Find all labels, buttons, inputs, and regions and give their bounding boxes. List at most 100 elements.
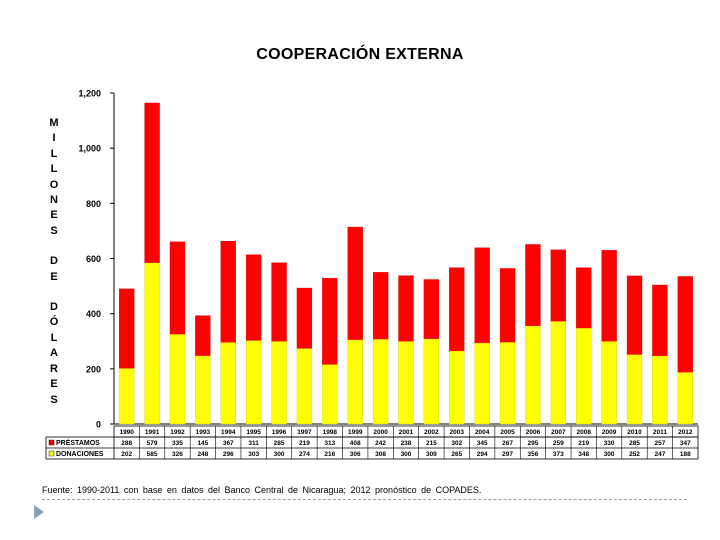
- y-tick-label: 0: [96, 420, 101, 430]
- prestamos-value-label: 288: [121, 440, 132, 447]
- bar-donaciones: [296, 348, 313, 425]
- year-label: 1992: [170, 429, 185, 436]
- bar-donaciones: [144, 262, 160, 425]
- donaciones-value-label: 348: [578, 451, 589, 458]
- prestamos-value-label: 408: [350, 440, 361, 447]
- donaciones-value-label: 306: [350, 451, 361, 458]
- prestamos-value-label: 330: [604, 440, 615, 447]
- prestamos-value-label: 367: [223, 440, 234, 447]
- prestamos-value-label: 219: [578, 440, 589, 447]
- y-axis-label-letter: D: [50, 301, 58, 314]
- y-axis-label-letter: R: [50, 362, 58, 375]
- donaciones-value-label: 300: [274, 451, 285, 458]
- bar-prestamos: [677, 276, 693, 373]
- year-label: 1991: [145, 429, 160, 436]
- year-label: 1993: [196, 429, 211, 436]
- donaciones-value-label: 265: [451, 451, 462, 458]
- donaciones-value-label: 356: [528, 451, 539, 458]
- bar-prestamos: [119, 288, 135, 369]
- prestamos-value-label: 295: [528, 440, 539, 447]
- prestamos-value-label: 267: [502, 440, 513, 447]
- prestamos-value-label: 347: [680, 440, 691, 447]
- bar-donaciones: [677, 371, 693, 425]
- year-label: 2003: [450, 429, 465, 436]
- year-label: 2007: [551, 429, 566, 436]
- bar-donaciones: [449, 350, 465, 425]
- y-axis-label-letter: O: [49, 178, 59, 191]
- bar-prestamos: [474, 247, 490, 344]
- y-axis-label-letter: E: [50, 270, 58, 283]
- bar-prestamos: [220, 240, 236, 343]
- year-label: 2010: [627, 429, 642, 436]
- year-label: 1990: [119, 429, 134, 436]
- bar-prestamos: [626, 275, 643, 355]
- legend-label-prestamos: PRÉSTAMOS: [56, 438, 100, 447]
- bar-donaciones: [220, 342, 236, 425]
- bar-donaciones: [626, 354, 643, 425]
- bar-donaciones: [550, 320, 566, 425]
- bar-donaciones: [271, 341, 287, 425]
- bar-prestamos: [347, 226, 363, 340]
- bar-donaciones: [322, 364, 338, 425]
- bar-donaciones: [246, 340, 262, 425]
- donaciones-value-label: 294: [477, 451, 488, 458]
- y-axis-label-letter: L: [50, 331, 58, 344]
- donaciones-value-label: 296: [223, 451, 234, 458]
- donaciones-value-label: 216: [324, 451, 335, 458]
- donaciones-value-label: 303: [248, 451, 259, 458]
- bar-donaciones: [119, 368, 135, 425]
- bar-prestamos: [398, 275, 414, 342]
- bar-prestamos: [271, 262, 287, 342]
- donaciones-value-label: 326: [172, 451, 183, 458]
- y-tick-label: 1,200: [78, 89, 101, 99]
- y-axis-label-letter: E: [50, 209, 58, 222]
- donaciones-value-label: 373: [553, 451, 564, 458]
- prestamos-value-label: 579: [147, 440, 158, 447]
- prestamos-value-label: 285: [629, 440, 640, 447]
- bar-prestamos: [372, 272, 389, 340]
- y-axis-label-letter: L: [50, 147, 58, 160]
- year-label: 2012: [678, 429, 693, 436]
- donaciones-value-label: 247: [654, 451, 665, 458]
- y-axis-label-letter: S: [50, 224, 58, 237]
- footer-divider: [42, 499, 687, 500]
- prestamos-value-label: 242: [375, 440, 386, 447]
- prestamos-value-label: 215: [426, 440, 437, 447]
- prestamos-value-label: 219: [299, 440, 310, 447]
- y-axis-label-letter: D: [50, 255, 58, 268]
- source-note: Fuente: 1990-2011 con base en datos del …: [42, 485, 482, 495]
- prestamos-value-label: 145: [197, 440, 208, 447]
- bar-prestamos: [423, 279, 440, 339]
- y-tick-label: 200: [86, 364, 101, 374]
- y-axis-label-letter: E: [50, 378, 58, 391]
- next-slide-arrow-icon[interactable]: [34, 505, 44, 519]
- y-tick-label: 1,000: [78, 144, 101, 154]
- y-tick-label: 800: [86, 199, 101, 209]
- year-label: 2006: [526, 429, 541, 436]
- year-label: 2008: [577, 429, 592, 436]
- legend-label-donaciones: DONACIONES: [56, 451, 104, 458]
- bar-donaciones: [601, 341, 617, 425]
- bar-prestamos: [525, 244, 541, 326]
- bar-donaciones: [195, 355, 211, 425]
- donaciones-value-label: 188: [680, 451, 691, 458]
- donaciones-value-label: 297: [502, 451, 513, 458]
- prestamos-value-label: 238: [401, 440, 412, 447]
- bar-donaciones: [474, 342, 490, 425]
- y-axis-label-letter: S: [50, 393, 58, 406]
- bar-donaciones: [347, 339, 363, 425]
- donaciones-value-label: 202: [121, 451, 132, 458]
- year-label: 1998: [323, 429, 338, 436]
- bar-donaciones: [372, 338, 389, 425]
- year-label: 1999: [348, 429, 363, 436]
- bar-prestamos: [246, 254, 262, 341]
- y-axis-label-letter: I: [52, 132, 56, 145]
- prestamos-value-label: 345: [477, 440, 488, 447]
- donaciones-value-label: 274: [299, 451, 310, 458]
- donaciones-value-label: 308: [375, 451, 386, 458]
- bar-donaciones: [423, 338, 440, 425]
- year-label: 2002: [424, 429, 439, 436]
- bar-prestamos: [576, 267, 592, 329]
- prestamos-value-label: 311: [248, 440, 259, 447]
